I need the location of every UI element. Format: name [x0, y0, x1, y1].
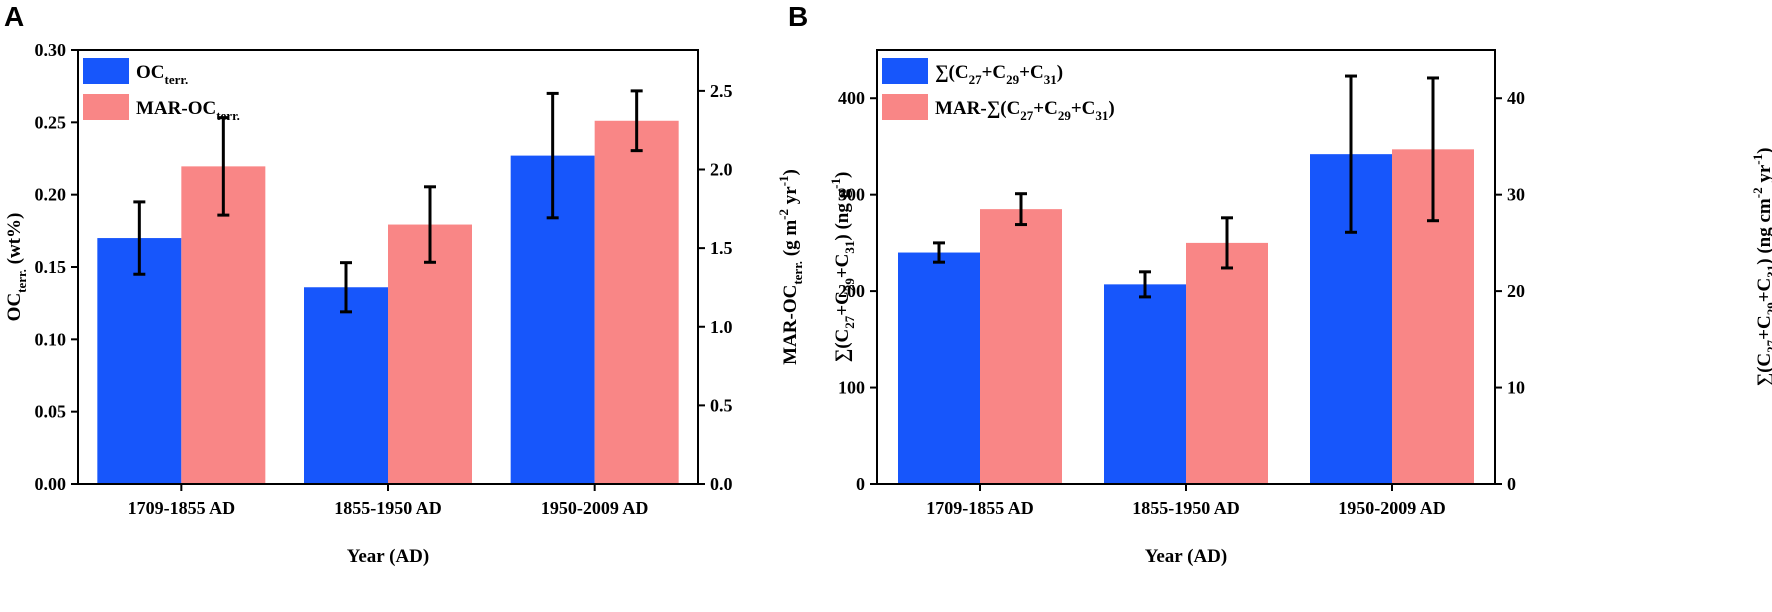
- bar-right-1: [980, 209, 1062, 484]
- legend-label-1: OCterr.: [136, 62, 188, 87]
- legend-label-2: MAR-∑(C27+C29+C31): [935, 98, 1115, 123]
- bar-right-3: [594, 120, 679, 485]
- panel-a: 1709-1855 AD 1855-1950 AD 1950-2009 AD0.00…: [4, 1, 805, 567]
- error-bar-right-3: [1427, 76, 1439, 223]
- panel-label: A: [4, 1, 24, 32]
- legend-label-2: MAR-OCterr.: [136, 98, 240, 123]
- x-tick-label: 1855-1950 AD: [334, 498, 442, 518]
- y-tick-label-left: 0.30: [35, 40, 67, 60]
- x-tick-label: 1709-1855 AD: [128, 498, 236, 518]
- bar-left-1: [97, 238, 182, 484]
- legend-swatch-2: [882, 94, 928, 120]
- plot-frame: [876, 49, 1496, 485]
- legend-label-1: ∑(C27+C29+C31): [935, 62, 1063, 87]
- error-bar-left-1: [133, 200, 146, 276]
- y-tick-label-right: 0.0: [710, 474, 733, 494]
- error-bar-right-2: [424, 185, 436, 264]
- y-axis-label-left: OCterr. (wt%): [4, 213, 29, 322]
- y-tick-label-left: 400: [838, 88, 865, 108]
- panel-b: 1709-1855 AD 1855-1950 AD 1950-2009 AD0100…: [788, 1, 1772, 567]
- x-axis-label: Year (AD): [1145, 546, 1228, 567]
- y-tick-label-left: 0.15: [35, 257, 67, 277]
- panel-label: B: [788, 1, 808, 32]
- y-tick-label-right: 1.0: [710, 317, 733, 337]
- y-tick-label-left: 0.20: [35, 185, 67, 205]
- y-tick-label-left: 0.25: [35, 112, 67, 132]
- y-tick-label-right: 0.5: [710, 395, 733, 415]
- y-axis-label-right: MAR-OCterr. (g m-2 yr-1): [776, 169, 805, 365]
- bar-right-1: [181, 166, 266, 485]
- y-tick-label-left: 0.05: [35, 402, 67, 422]
- y-tick-label-right: 10: [1507, 378, 1525, 398]
- y-tick-label-left: 100: [838, 378, 865, 398]
- x-tick-label: 1855-1950 AD: [1132, 498, 1240, 518]
- y-tick-label-right: 30: [1507, 185, 1525, 205]
- error-bar-left-3: [546, 91, 559, 220]
- error-bar-left-1: [933, 241, 945, 264]
- legend-swatch-1: [83, 58, 129, 84]
- error-bar-right-3: [630, 89, 643, 153]
- y-tick-label-right: 2.0: [710, 160, 733, 180]
- y-tick-label-right: 20: [1507, 281, 1525, 301]
- error-bar-left-3: [1345, 74, 1357, 234]
- error-bar-right-1: [217, 116, 230, 217]
- y-tick-label-right: 0: [1507, 474, 1516, 494]
- error-bar-right-2: [1221, 216, 1233, 270]
- y-tick-label-right: 2.5: [710, 81, 733, 101]
- bar-left-1: [898, 252, 980, 484]
- x-tick-label: 1950-2009 AD: [1338, 498, 1446, 518]
- y-tick-label-left: 200: [838, 281, 865, 301]
- bar-right-2: [1186, 242, 1268, 484]
- legend-swatch-1: [882, 58, 928, 84]
- error-bar-left-2: [1139, 270, 1151, 299]
- bar-right-2: [388, 224, 472, 485]
- y-axis-label-right: ∑(C27+C29+C31) (ng cm-2 yr-1): [1750, 148, 1772, 387]
- error-bar-right-1: [1015, 192, 1027, 227]
- y-tick-label-left: 300: [838, 185, 865, 205]
- x-tick-label: 1709-1855 AD: [926, 498, 1034, 518]
- error-bar-left-2: [340, 261, 352, 314]
- y-axis-label-left: ∑(C27+C29+C31) (ng g-1): [828, 172, 857, 363]
- y-tick-label-right: 1.5: [710, 238, 733, 258]
- y-tick-label-left: 0.00: [35, 474, 67, 494]
- y-tick-label-right: 40: [1507, 88, 1525, 108]
- x-tick-label: 1950-2009 AD: [541, 498, 649, 518]
- y-tick-label-left: 0.10: [35, 329, 67, 349]
- y-tick-label-left: 0: [856, 474, 865, 494]
- x-axis-label: Year (AD): [347, 546, 430, 567]
- legend-swatch-2: [83, 94, 129, 120]
- bar-left-2: [304, 287, 388, 484]
- bar-left-2: [1104, 284, 1186, 484]
